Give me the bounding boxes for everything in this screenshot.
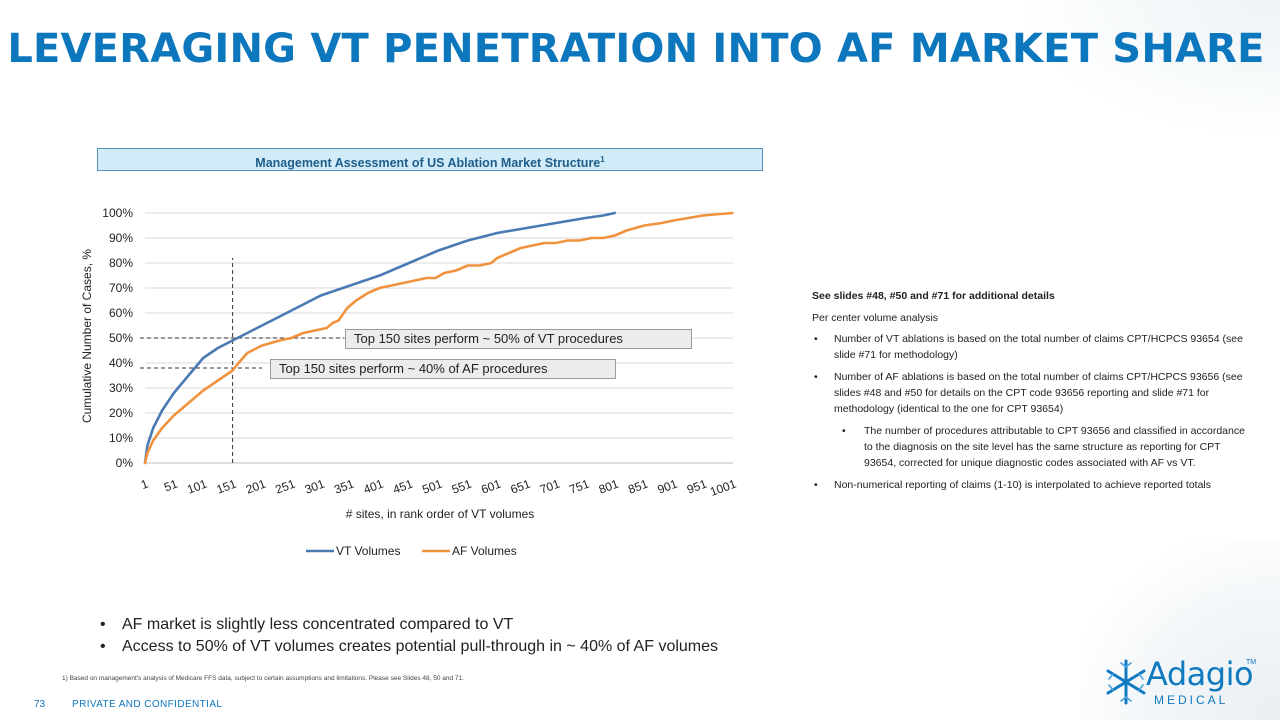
takeaway-bullet: Access to 50% of VT volumes creates pote… (98, 636, 798, 658)
x-tick-label: 901 (656, 477, 680, 497)
series-line-af-volumes (143, 211, 734, 465)
chart-header: Management Assessment of US Ablation Mar… (97, 148, 763, 171)
x-axis-title: # sites, in rank order of VT volumes (346, 507, 535, 521)
y-tick-label: 20% (109, 406, 133, 420)
confidentiality-label: PRIVATE AND CONFIDENTIAL (72, 699, 223, 710)
y-tick-label: 30% (109, 381, 133, 395)
y-tick-label: 10% (109, 431, 133, 445)
x-tick-label: 1001 (708, 477, 738, 499)
y-tick-label: 70% (109, 281, 133, 295)
y-tick-label: 80% (109, 256, 133, 270)
notes-item: Non-numerical reporting of claims (1-10)… (812, 477, 1252, 493)
x-tick-label: 451 (391, 477, 415, 497)
notes-heading: See slides #48, #50 and #71 for addition… (812, 290, 1055, 302)
y-tick-label: 40% (109, 356, 133, 370)
y-tick-label: 0% (116, 456, 134, 470)
x-tick-label: 851 (626, 477, 650, 497)
logo-name: Adagio (1146, 655, 1254, 693)
logo-subtitle: MEDICAL (1154, 693, 1229, 707)
x-tick-label: 701 (538, 477, 562, 497)
notes-item: Number of VT ablations is based on the t… (812, 331, 1252, 363)
y-tick-label: 50% (109, 331, 133, 345)
y-tick-label: 100% (102, 206, 133, 220)
x-tick-label: 51 (162, 477, 180, 495)
legend-label-vt-volumes: VT Volumes (336, 544, 400, 558)
x-tick-label: 751 (567, 477, 591, 497)
x-tick-label: 801 (597, 477, 621, 497)
chart-header-superscript: 1 (600, 155, 605, 164)
x-tick-label: 201 (244, 477, 268, 497)
y-axis-title: Cumulative Number of Cases, % (80, 249, 94, 423)
x-tick-label: 551 (450, 477, 474, 497)
footnote: 1) Based on management's analysis of Med… (62, 675, 464, 682)
x-tick-label: 151 (215, 477, 239, 497)
x-tick-label: 1 (139, 477, 150, 493)
y-tick-label: 90% (109, 231, 133, 245)
page-number: 73 (34, 699, 46, 710)
snowflake-icon (1106, 659, 1146, 705)
x-tick-label: 651 (509, 477, 533, 497)
legend-label-af-volumes: AF Volumes (452, 544, 517, 558)
notes-item: Number of AF ablations is based on the t… (812, 369, 1252, 417)
y-tick-label: 60% (109, 306, 133, 320)
slide-title: LEVERAGING VT PENETRATION INTO AF MARKET… (7, 26, 1265, 72)
takeaway-bullet: AF market is slightly less concentrated … (98, 614, 798, 636)
x-tick-label: 951 (685, 477, 709, 497)
background-decoration (1030, 0, 1280, 130)
notes-subitem: The number of procedures attributable to… (812, 423, 1252, 471)
chart-header-text: Management Assessment of US Ablation Mar… (255, 156, 601, 171)
x-tick-label: 601 (479, 477, 503, 497)
callout-af: Top 150 sites perform ~ 40% of AF proced… (270, 359, 616, 379)
notes-list: Number of VT ablations is based on the t… (812, 331, 1252, 493)
series-line-vt-volumes (143, 211, 617, 465)
notes-subheading: Per center volume analysis (812, 312, 939, 324)
callout-vt: Top 150 sites perform ~ 50% of VT proced… (345, 329, 692, 349)
x-tick-label: 101 (185, 477, 209, 497)
x-tick-label: 251 (273, 477, 297, 497)
methodology-notes: See slides #48, #50 and #71 for addition… (812, 288, 1252, 499)
key-takeaways: AF market is slightly less concentrated … (98, 614, 798, 658)
x-tick-label: 301 (303, 477, 327, 497)
x-tick-label: 401 (362, 477, 386, 497)
x-tick-label: 351 (332, 477, 356, 497)
company-logo: Adagio TM MEDICAL (1104, 655, 1257, 710)
logo-trademark: TM (1246, 659, 1257, 666)
x-tick-label: 501 (420, 477, 444, 497)
